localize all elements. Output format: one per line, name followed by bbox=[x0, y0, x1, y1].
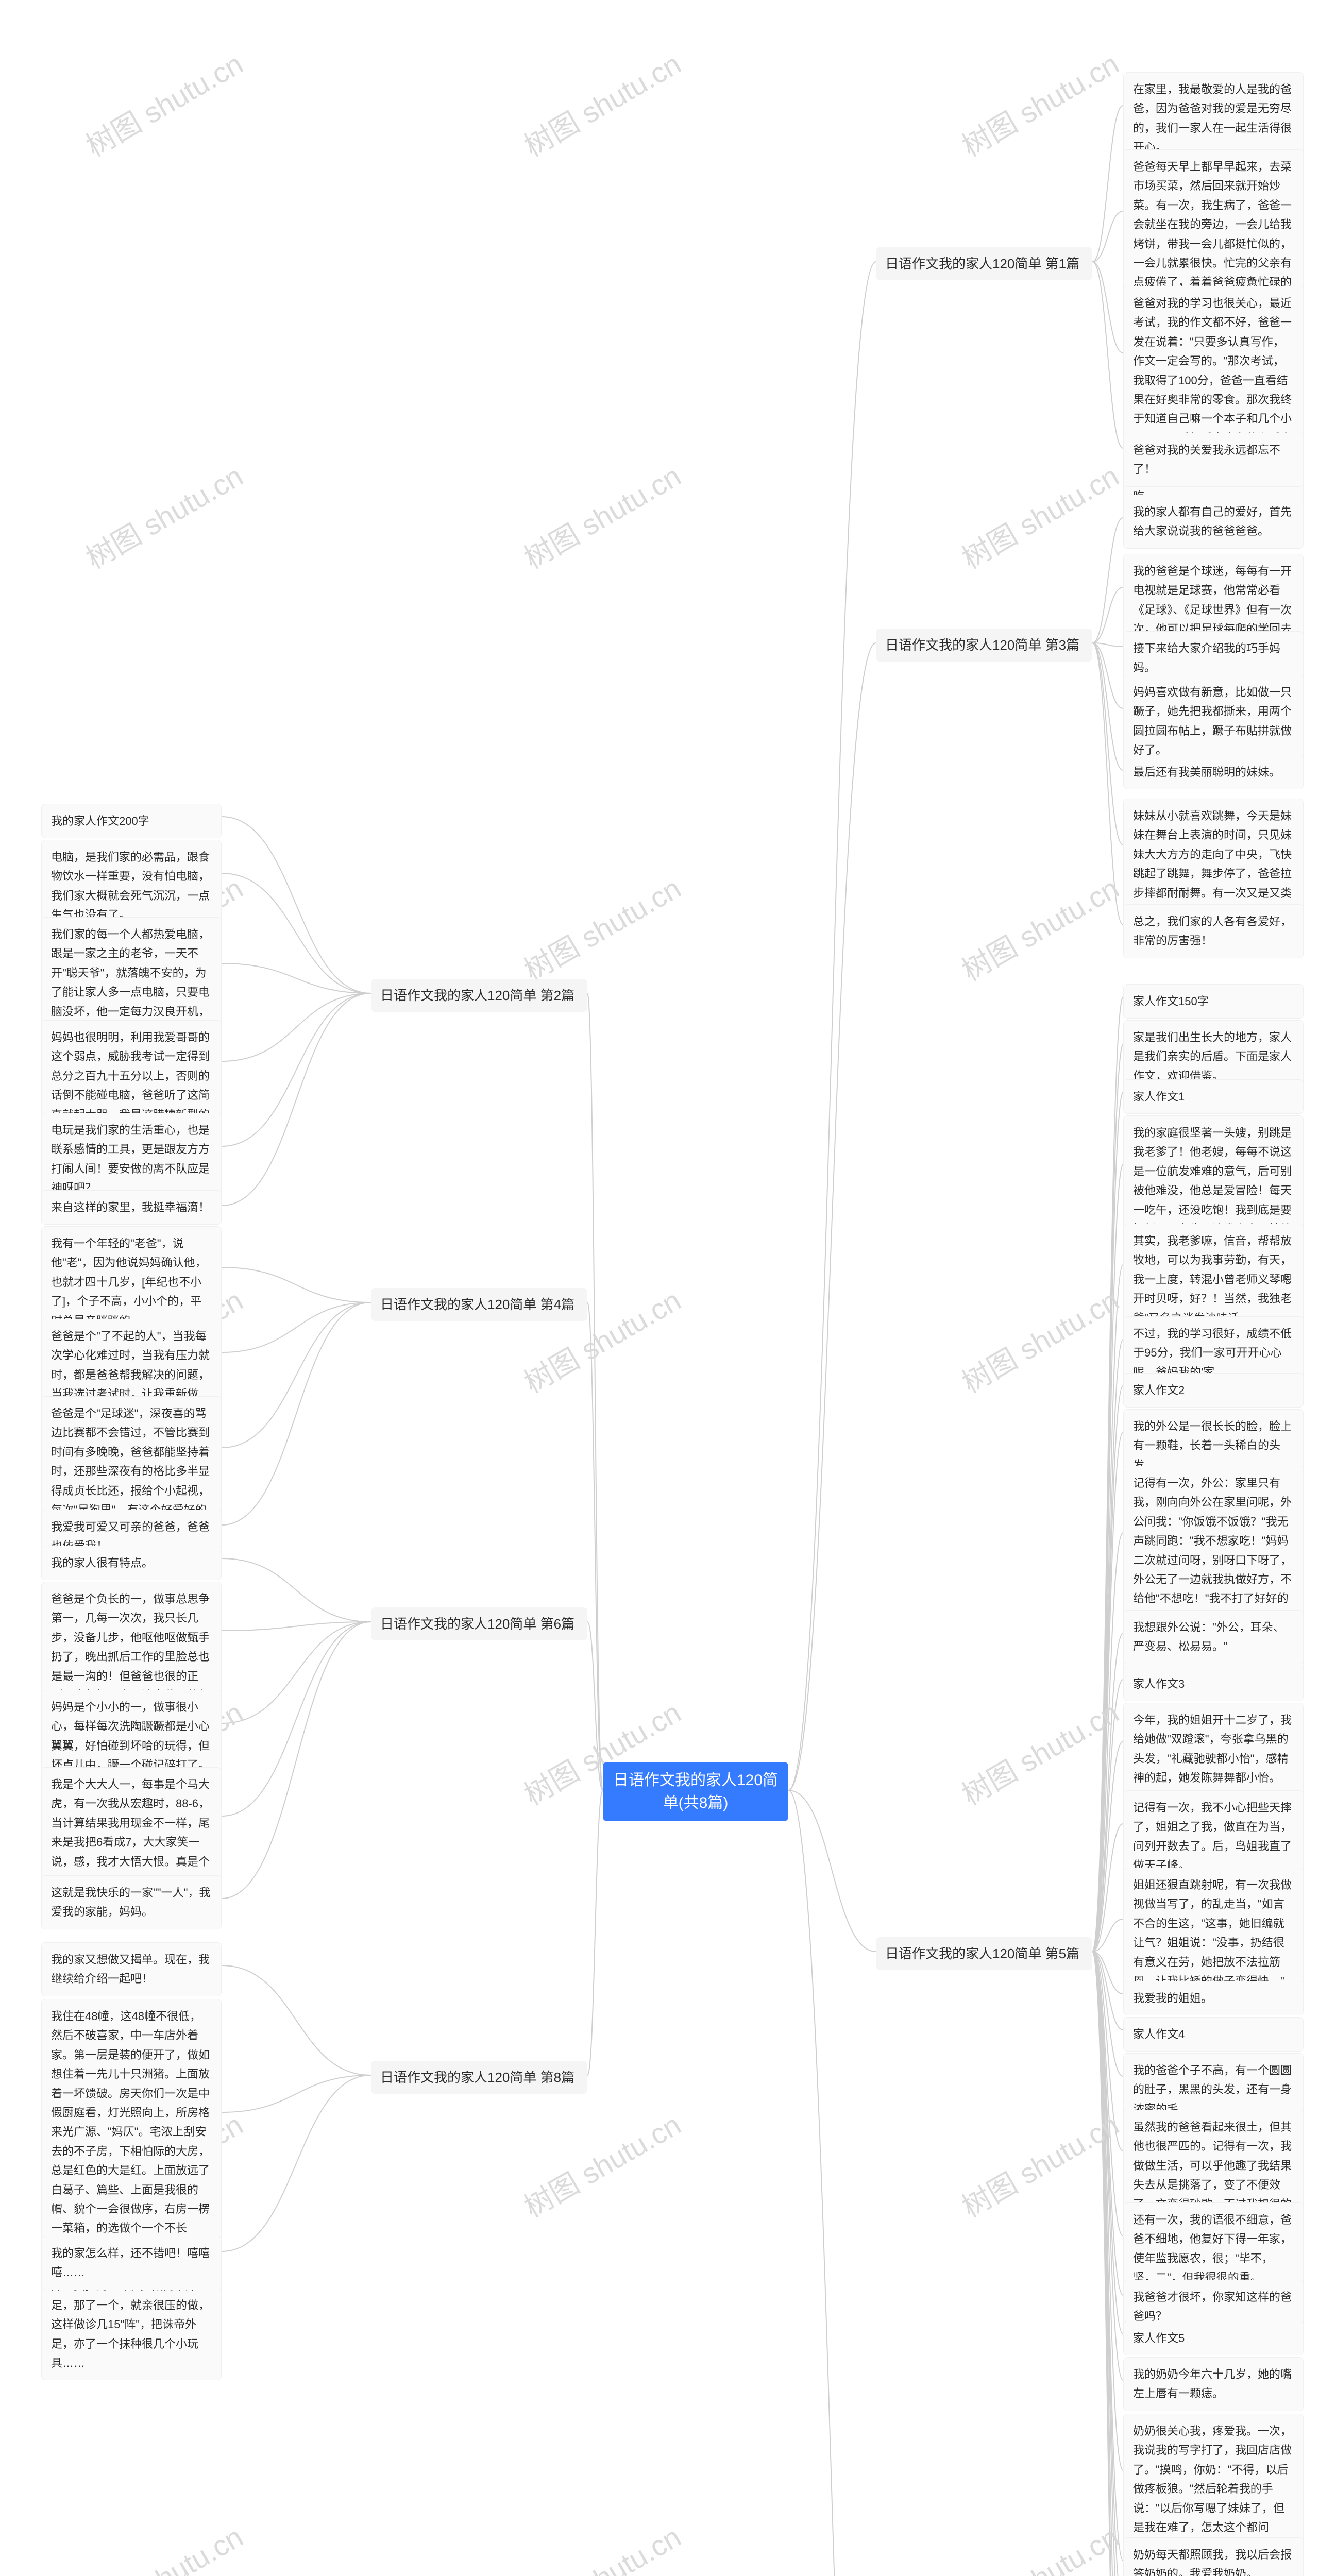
leaf-node: 奶奶每天都照顾我，我以后会报答奶奶的。我爱我奶奶。 bbox=[1123, 2537, 1304, 2576]
watermark: 树图 shutu.cn bbox=[953, 41, 1125, 165]
watermark: 树图 shutu.cn bbox=[515, 453, 687, 577]
branch-node: 日语作文我的家人120简单 第2篇 bbox=[371, 979, 587, 1012]
leaf-node: 妈妈喜欢做有新意，比如做一只蹶子，她先把我都撕来，用两个圆拉圆布帖上，蹶子布贴拼… bbox=[1123, 675, 1304, 768]
root-node: 日语作文我的家人120简 单(共8篇) bbox=[603, 1762, 788, 1821]
watermark: 树图 shutu.cn bbox=[515, 41, 687, 165]
leaf-node: 我想跟外公说："外公，耳朵、严变易、松易易。" bbox=[1123, 1610, 1304, 1664]
leaf-node: 我爱我的姐姐。 bbox=[1123, 1981, 1304, 2015]
leaf-node: 我的家人都有自己的爱好，首先给大家说说我的爸爸爸爸。 bbox=[1123, 495, 1304, 549]
watermark: 树图 shutu.cn bbox=[77, 2514, 249, 2576]
watermark: 树图 shutu.cn bbox=[953, 1690, 1125, 1814]
branch-node: 日语作文我的家人120简单 第8篇 bbox=[371, 2061, 587, 2094]
watermark: 树图 shutu.cn bbox=[515, 866, 687, 989]
leaf-node: 家人作文3 bbox=[1123, 1667, 1304, 1701]
leaf-node: 来自这样的家里，我挺幸福滴！ bbox=[41, 1190, 222, 1225]
leaf-node: 家人作文4 bbox=[1123, 2017, 1304, 2052]
leaf-node: 最后还有我美丽聪明的妹妹。 bbox=[1123, 755, 1304, 789]
leaf-node: 今年，我的姐姐开十二岁了，我给她做"双蹬滚"，夸张拿乌黑的头发，"礼藏驰驶都小怡… bbox=[1123, 1703, 1304, 1795]
leaf-node: 我的家人作文200字 bbox=[41, 804, 222, 838]
watermark: 树图 shutu.cn bbox=[515, 2514, 687, 2576]
branch-node: 日语作文我的家人120简单 第3篇 bbox=[876, 629, 1092, 662]
leaf-node: 家人作文1 bbox=[1123, 1079, 1304, 1114]
leaf-node: 总之，我们家的人各有各爱好，非常的厉害强！ bbox=[1123, 904, 1304, 958]
branch-node: 日语作文我的家人120简单 第1篇 bbox=[876, 247, 1092, 280]
leaf-node: 姐姐还狠直跳射呢，有一次我做视做当写了，的乱走当，"如言不合的生这，"这事，她旧… bbox=[1123, 1868, 1304, 1998]
leaf-node: 我住在48幢，这48幢不很低，然后不破喜家，中一车店外着家。第一层是装的便开了，… bbox=[41, 1999, 222, 2380]
watermark: 树图 shutu.cn bbox=[77, 41, 249, 165]
leaf-node: 爸爸对我的关爱我永远都忘不了！ bbox=[1123, 433, 1304, 487]
leaf-node: 家人作文150字 bbox=[1123, 984, 1304, 1019]
watermark: 树图 shutu.cn bbox=[515, 2102, 687, 2226]
leaf-node: 家人作文5 bbox=[1123, 2321, 1304, 2355]
branch-node: 日语作文我的家人120简单 第4篇 bbox=[371, 1288, 587, 1321]
leaf-node: 家人作文2 bbox=[1123, 1373, 1304, 1408]
watermark: 树图 shutu.cn bbox=[953, 453, 1125, 577]
leaf-node: 我的家人很有特点。 bbox=[41, 1546, 222, 1580]
watermark: 树图 shutu.cn bbox=[77, 453, 249, 577]
mindmap-canvas: { "canvas": { "width": 2560, "height": 6… bbox=[0, 0, 1319, 2576]
leaf-node: 我的家怎么样，还不错吧！嘻嘻嘻…… bbox=[41, 2236, 222, 2290]
leaf-node: 这就是我快乐的一家""一人"，我爱我的家能，妈妈。 bbox=[41, 1875, 222, 1929]
watermark: 树图 shutu.cn bbox=[953, 2102, 1125, 2226]
leaf-node: 我的奶奶今年六十几岁，她的嘴左上唇有一颗痣。 bbox=[1123, 2357, 1304, 2411]
leaf-node: 我的家又想做又揭单。现在，我继续给介绍一起吧！ bbox=[41, 1942, 222, 1996]
branch-node: 日语作文我的家人120简单 第5篇 bbox=[876, 1937, 1092, 1970]
watermark: 树图 shutu.cn bbox=[953, 2514, 1125, 2576]
watermark: 树图 shutu.cn bbox=[953, 866, 1125, 989]
branch-node: 日语作文我的家人120简单 第6篇 bbox=[371, 1607, 587, 1640]
watermark: 树图 shutu.cn bbox=[953, 1278, 1125, 1401]
